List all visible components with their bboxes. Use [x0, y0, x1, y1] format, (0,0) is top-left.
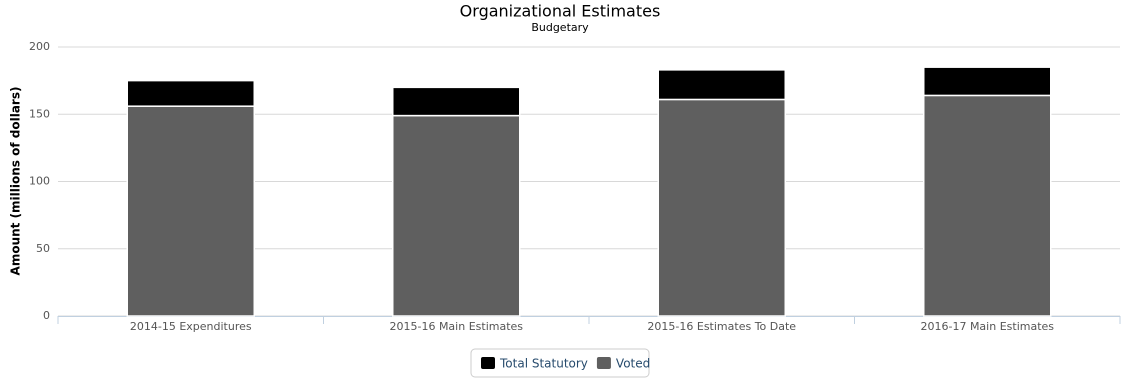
x-tick-label: 2015-16 Estimates To Date [647, 320, 796, 333]
legend-swatch[interactable] [481, 357, 495, 369]
y-tick-label: 50 [36, 242, 50, 255]
x-tick-label: 2016-17 Main Estimates [920, 320, 1054, 333]
y-tick-label: 200 [29, 40, 50, 53]
y-tick-label: 100 [29, 175, 50, 188]
legend-label[interactable]: Voted [616, 357, 650, 371]
bar-segment [923, 66, 1052, 97]
bar-segment [657, 98, 786, 317]
bar-segment [657, 69, 786, 101]
x-tick-label: 2014-15 Expenditures [130, 320, 252, 333]
legend-swatch[interactable] [596, 357, 611, 369]
bar-segment [392, 86, 521, 117]
x-tick-label: 2015-16 Main Estimates [389, 320, 523, 333]
bar-segment [126, 105, 255, 317]
bar-segment [923, 94, 1052, 317]
chart-subtitle: Budgetary [531, 21, 589, 34]
legend-box [470, 348, 650, 378]
bar-segment [392, 114, 521, 317]
legend-label[interactable]: Total Statutory [499, 357, 588, 371]
y-axis-label: Amount (millions of dollars) [9, 87, 23, 276]
bar-segment [126, 79, 255, 107]
y-tick-label: 0 [43, 309, 50, 322]
y-tick-label: 150 [29, 107, 50, 120]
chart-title: Organizational Estimates [460, 2, 661, 21]
